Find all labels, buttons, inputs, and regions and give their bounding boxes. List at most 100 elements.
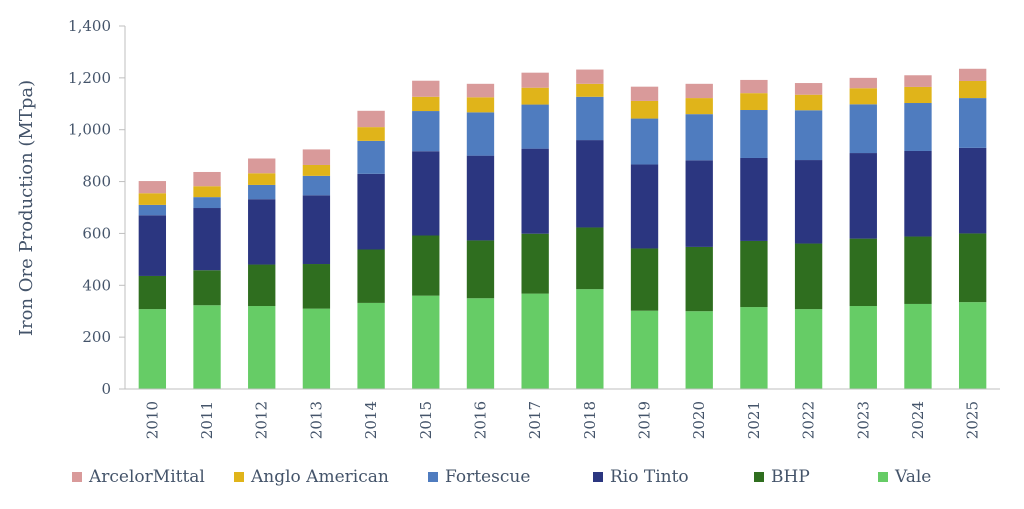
bar-rio-tinto-2016 [466,155,495,241]
bar-fortescue-2022 [794,110,823,161]
bar-arcelormittal-2023 [849,77,877,89]
bar-vale-2010 [138,309,167,389]
bar-vale-2013 [302,308,331,389]
bar-arcelormittal-2019 [630,86,659,101]
x-tick-label: 2022 [800,401,818,439]
bar-fortescue-2015 [412,111,440,152]
bar-arcelormittal-2012 [248,158,276,174]
bar-arcelormittal-2018 [576,69,604,84]
bar-stack-2014 [357,110,385,389]
bar-rio-tinto-2025 [958,147,987,234]
bar-vale-2023 [849,306,877,389]
bar-vale-2025 [958,302,987,389]
bar-anglo-american-2018 [576,83,604,97]
bar-bhp-2010 [138,275,167,310]
bar-anglo-american-2010 [138,193,167,205]
bar-fortescue-2017 [521,104,549,149]
bar-fortescue-2021 [740,110,768,158]
bar-rio-tinto-2022 [794,160,823,244]
bar-fortescue-2024 [904,103,932,151]
bars [138,68,987,389]
bar-rio-tinto-2020 [685,160,713,247]
x-tick-label: 2021 [745,401,763,439]
bar-vale-2022 [794,309,823,389]
legend-label: Anglo American [250,467,389,487]
legend-label: Vale [894,467,931,487]
bar-stack-2017 [521,72,549,389]
bar-anglo-american-2012 [248,173,276,185]
legend: ArcelorMittal Anglo American Fortescue Rio … [72,467,931,487]
bar-bhp-2019 [630,248,659,311]
x-tick-label: 2014 [362,401,380,439]
bar-rio-tinto-2013 [302,195,331,265]
bar-bhp-2012 [248,264,276,307]
bar-bhp-2024 [904,236,932,304]
bar-fortescue-2025 [958,98,987,148]
bar-fortescue-2019 [630,118,659,165]
y-axis: 0 200 400 600 800 1,000 1,200 1,400 [68,17,126,398]
bar-anglo-american-2011 [193,186,221,198]
bar-stack-2021 [740,79,768,389]
bar-bhp-2018 [576,227,604,290]
bar-rio-tinto-2024 [904,150,932,237]
x-tick-label: 2019 [636,401,654,439]
bar-arcelormittal-2011 [193,171,221,187]
bar-arcelormittal-2013 [302,149,331,165]
bar-arcelormittal-2024 [904,75,932,87]
bar-stack-2023 [849,77,877,389]
bar-stack-2015 [412,80,440,389]
legend-item-vale: Vale [878,467,931,487]
bar-arcelormittal-2015 [412,80,440,97]
bar-fortescue-2014 [357,140,385,174]
bar-vale-2012 [248,306,276,389]
bar-vale-2019 [630,310,659,389]
bar-anglo-american-2019 [630,100,659,119]
bar-stack-2011 [193,171,221,389]
bar-bhp-2025 [958,233,987,303]
bar-stack-2018 [576,69,604,389]
x-tick-label: 2024 [909,401,927,439]
bar-anglo-american-2016 [466,97,495,113]
bar-stack-2013 [302,149,331,389]
bar-fortescue-2020 [685,114,713,161]
x-tick-label: 2016 [471,401,489,439]
y-tick-label: 1,200 [68,69,111,87]
bar-bhp-2013 [302,264,331,309]
bar-stack-2022 [794,83,823,389]
legend-swatch [878,472,888,482]
bar-vale-2015 [412,295,440,389]
bar-anglo-american-2023 [849,88,877,105]
bar-rio-tinto-2014 [357,173,385,250]
legend-item-fortescue: Fortescue [428,467,530,487]
y-tick-label: 400 [82,276,111,294]
bar-anglo-american-2024 [904,86,932,104]
x-tick-label: 2010 [143,401,161,439]
x-tick-label: 2015 [417,401,435,439]
legend-swatch [234,472,244,482]
bar-anglo-american-2022 [794,94,823,111]
x-tick-label: 2012 [253,401,271,439]
bar-vale-2021 [740,307,768,389]
legend-swatch [754,472,764,482]
bar-bhp-2023 [849,238,877,307]
bar-bhp-2011 [193,270,221,306]
bar-arcelormittal-2014 [357,110,385,128]
y-tick-label: 600 [82,224,111,242]
bar-arcelormittal-2016 [466,83,495,98]
y-tick-label: 800 [82,173,111,191]
bar-anglo-american-2015 [412,96,440,112]
bar-arcelormittal-2017 [521,72,549,88]
bar-vale-2016 [466,298,495,389]
legend-item-bhp: BHP [754,467,810,487]
x-tick-label: 2018 [581,401,599,439]
bar-arcelormittal-2022 [794,83,823,95]
bar-arcelormittal-2020 [685,83,713,99]
bar-stack-2025 [958,68,987,389]
bar-anglo-american-2014 [357,127,385,141]
legend-label: BHP [771,467,810,487]
x-tick-label: 2020 [690,401,708,439]
bar-arcelormittal-2025 [958,68,987,81]
legend-label: Fortescue [445,467,530,487]
y-tick-label: 1,400 [68,17,111,35]
bar-vale-2014 [357,302,385,389]
